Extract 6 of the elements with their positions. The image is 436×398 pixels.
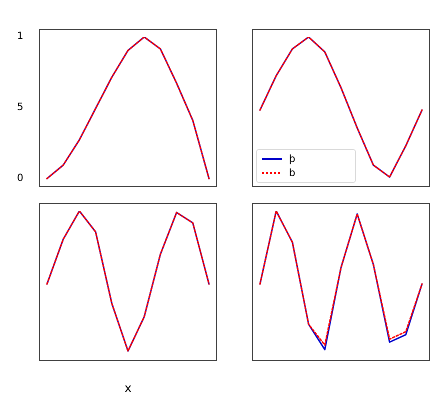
text: 1	[17, 30, 24, 44]
legend-label: þ	[289, 154, 296, 164]
text: 5	[17, 101, 24, 115]
legend-label: b	[289, 168, 296, 178]
text: 0	[17, 172, 24, 186]
x-axis-title: x	[123, 381, 133, 395]
